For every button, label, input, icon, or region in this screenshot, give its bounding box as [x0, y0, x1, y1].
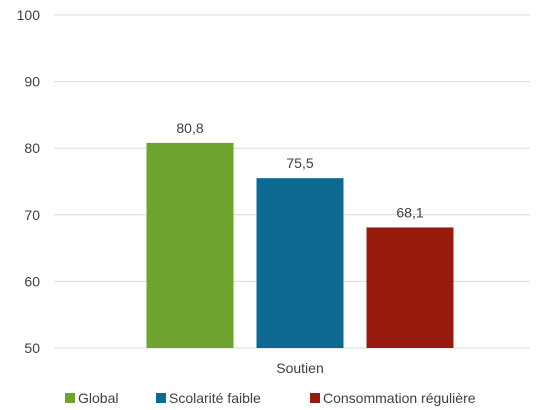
category-label: Soutien [276, 360, 323, 376]
legend-label: Scolarité faible [169, 390, 261, 406]
legend-item: Consommation régulière [310, 390, 476, 406]
legend-item: Scolarité faible [156, 390, 261, 406]
data-label: 68,1 [396, 204, 423, 220]
legend-swatch [156, 393, 166, 403]
y-tick-label: 70 [24, 207, 40, 223]
y-tick-label: 90 [24, 74, 40, 90]
data-label: 80,8 [176, 120, 203, 136]
data-label: 75,5 [286, 155, 313, 171]
legend-label: Consommation régulière [323, 390, 476, 406]
legend-swatch [65, 393, 75, 403]
y-tick-label: 100 [17, 7, 41, 23]
bars [146, 142, 454, 348]
bar-consommation-r-guli-re [366, 227, 454, 348]
y-tick-label: 60 [24, 273, 40, 289]
y-tick-label: 50 [24, 340, 40, 356]
legend: Global Scolarité faible Consommation régul… [65, 390, 476, 406]
legend-swatch [310, 393, 320, 403]
bar-scolarit-faible [256, 178, 344, 348]
legend-item: Global [65, 390, 118, 406]
legend-label: Global [78, 390, 118, 406]
bar-global [146, 142, 234, 348]
y-axis-ticks: 50 60 70 80 90 100 [17, 7, 41, 356]
data-labels: 80,8 75,5 68,1 [176, 120, 423, 221]
category-labels: Soutien [276, 360, 323, 376]
y-tick-label: 80 [24, 140, 40, 156]
